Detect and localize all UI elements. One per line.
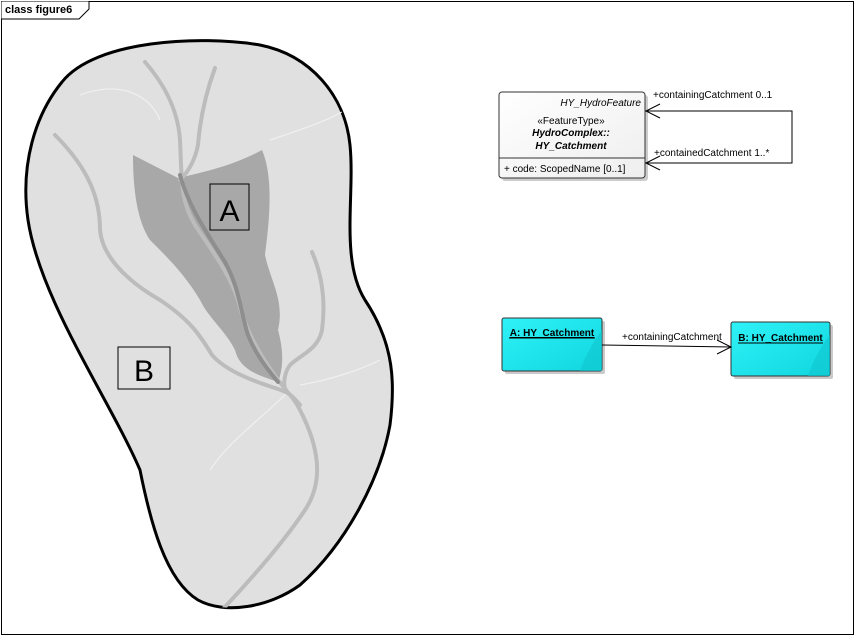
frame-title-tab	[1, 1, 90, 20]
frame-title: class figure6	[5, 4, 73, 16]
